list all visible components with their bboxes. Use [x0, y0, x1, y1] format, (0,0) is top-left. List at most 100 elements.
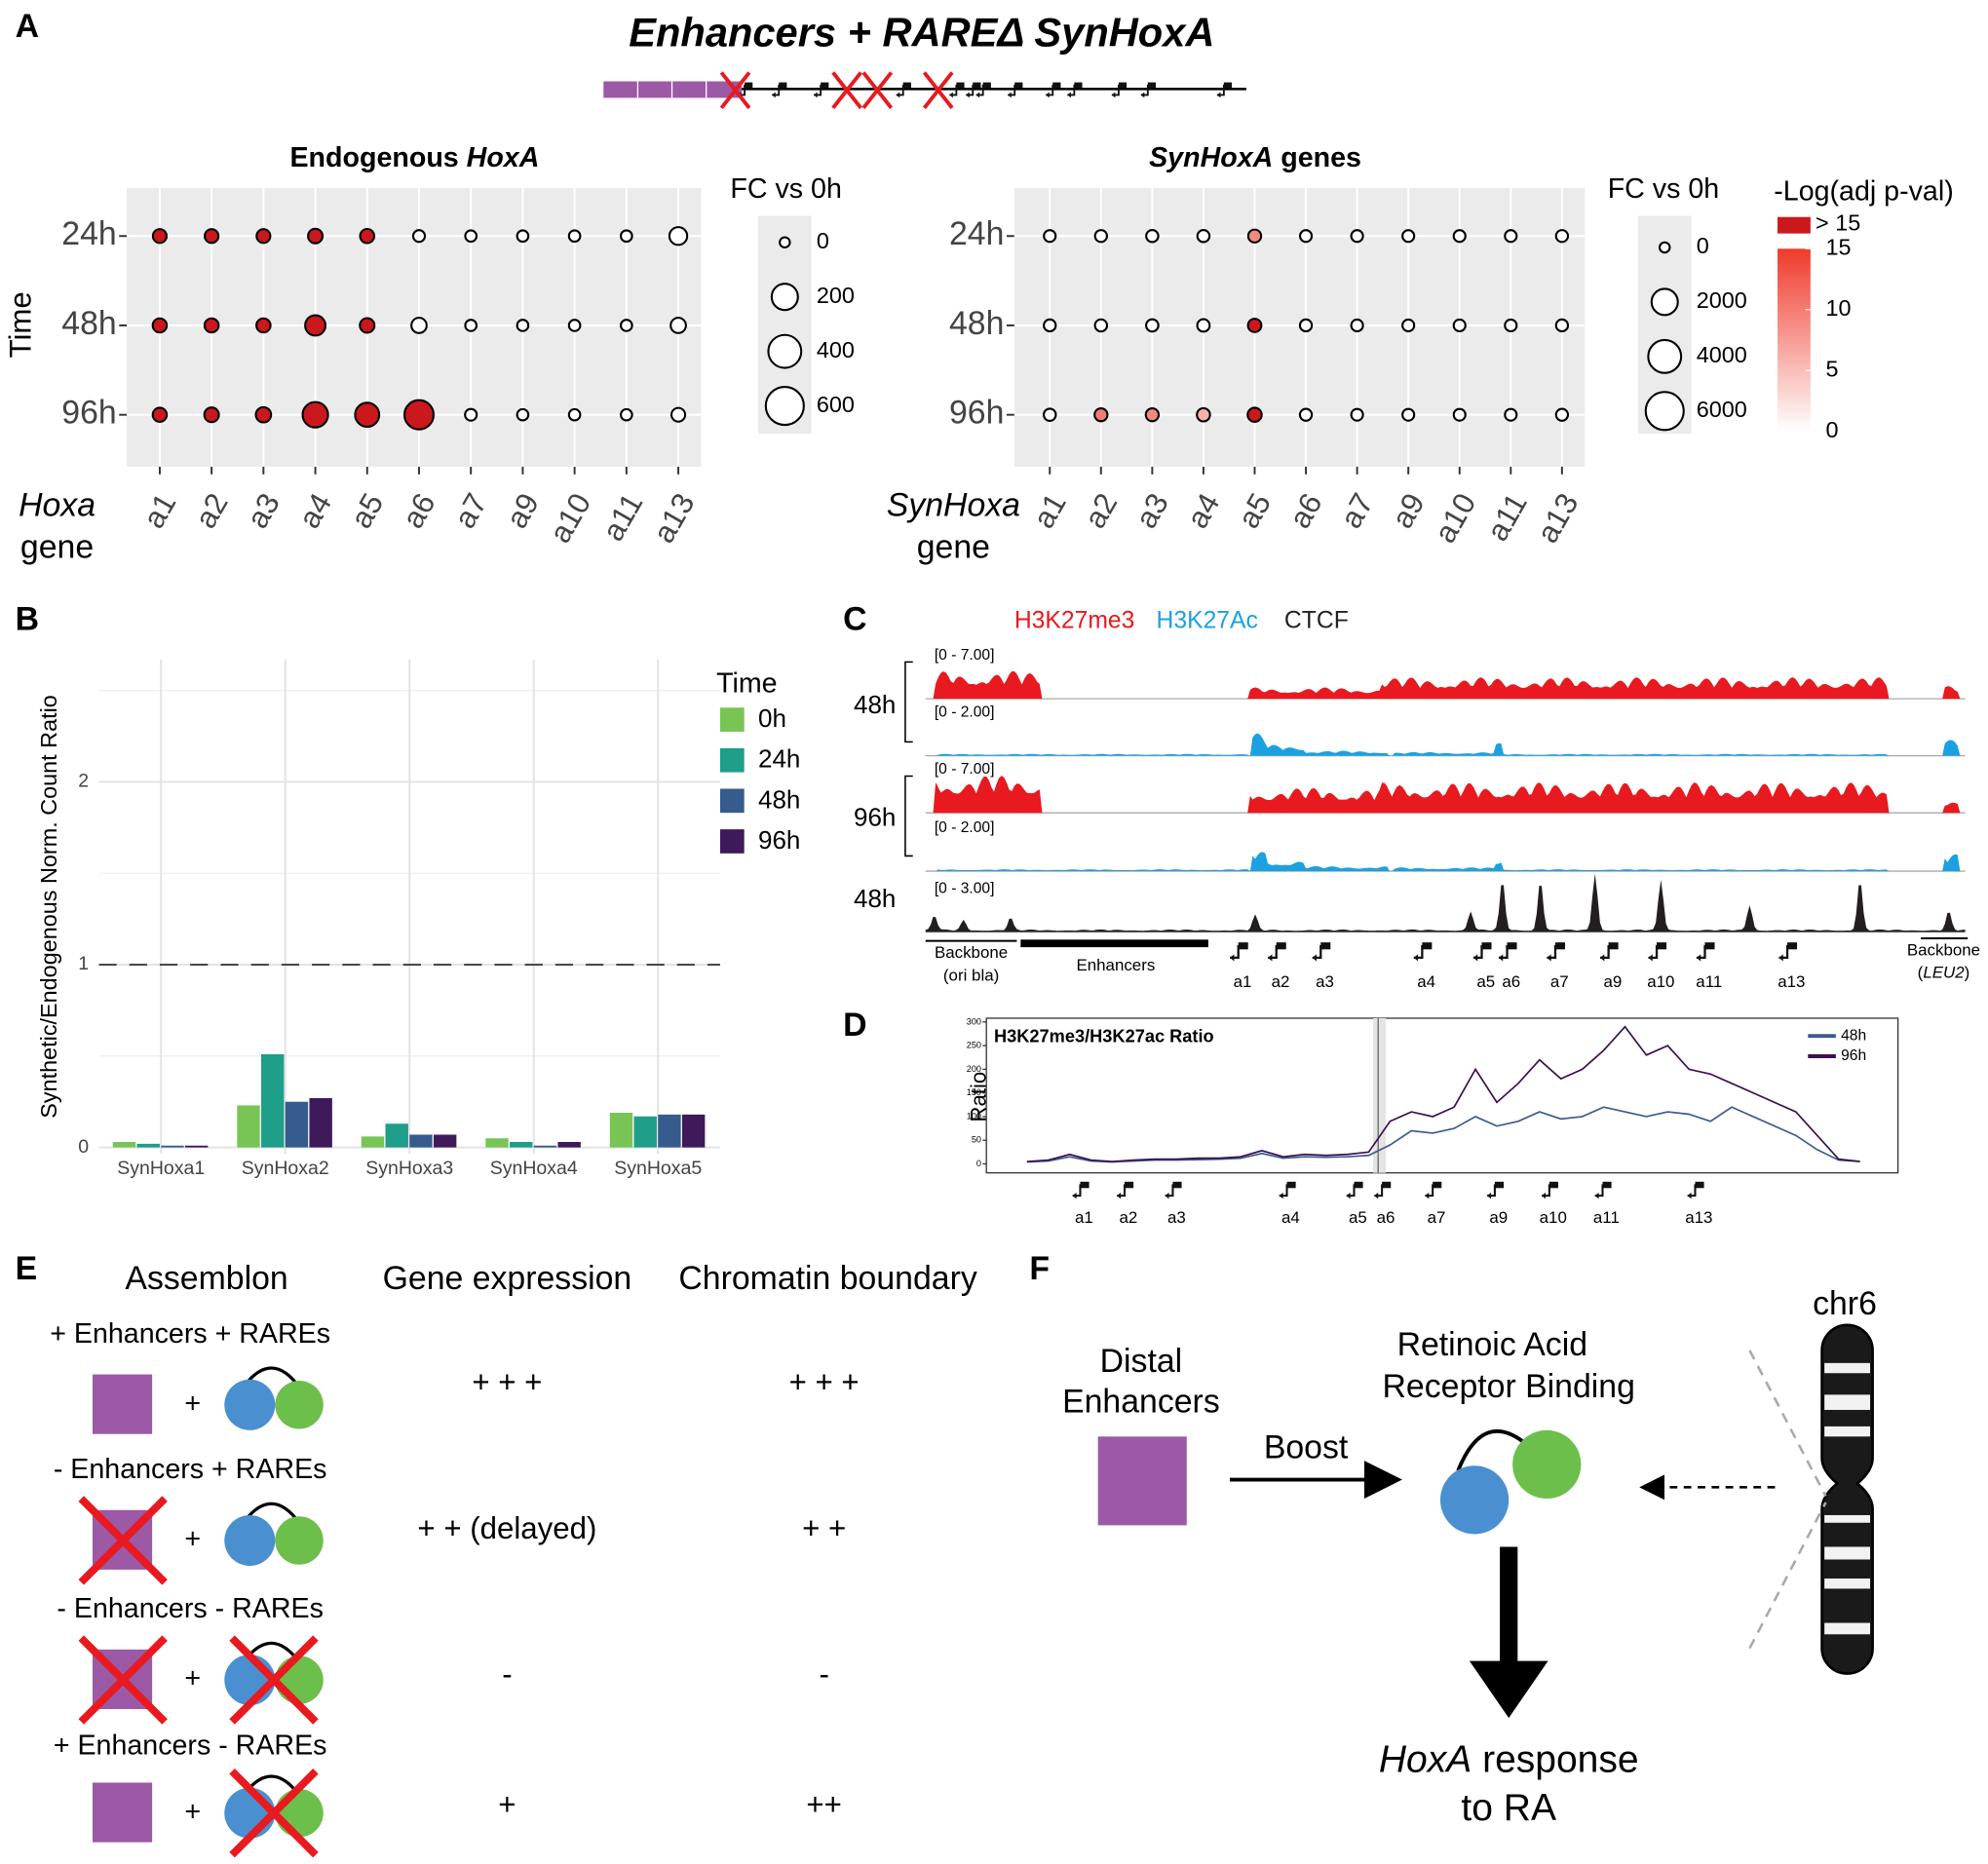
gene-label: a10 — [1647, 972, 1674, 991]
panel-label: B — [16, 601, 39, 638]
legend-label: 48h — [758, 784, 800, 814]
bar — [361, 1136, 385, 1148]
gene-glyph — [902, 82, 911, 89]
gene-glyph — [1695, 1181, 1704, 1189]
dot — [669, 317, 687, 334]
y-tick-label: 24h — [949, 215, 1004, 252]
dot — [567, 407, 582, 422]
gene-arrow-head — [1312, 954, 1317, 962]
dot — [464, 229, 478, 244]
gene-arrow-head — [966, 92, 970, 98]
legend-label: 15 — [1825, 234, 1851, 259]
gene-label: a2 — [1272, 972, 1290, 991]
row-label: + Enhancers + RAREs — [50, 1318, 330, 1350]
dot — [1196, 228, 1211, 244]
dot — [1504, 229, 1518, 244]
chromosome-band — [1824, 1426, 1871, 1437]
dot — [1452, 407, 1467, 422]
gene-glyph — [1125, 1181, 1134, 1189]
legend-swatch — [719, 829, 745, 854]
track-range: [0 - 7.00] — [935, 647, 995, 664]
chromosome — [1820, 1323, 1874, 1675]
panel-label: A — [16, 8, 39, 45]
zoom-line — [1748, 1350, 1827, 1498]
dot — [668, 226, 689, 247]
diagram-label: Distal — [1100, 1343, 1183, 1380]
dot — [567, 229, 582, 244]
dot — [1554, 407, 1570, 422]
bar — [510, 1141, 533, 1148]
gene-label: a1 — [1075, 1208, 1093, 1227]
gene-arrow-head — [896, 92, 900, 98]
gene-glyph — [745, 82, 753, 89]
panel-label: D — [843, 1007, 866, 1044]
gene-arrow-head — [1374, 1192, 1379, 1199]
gene-arrow-head — [1346, 1192, 1351, 1199]
gene-glyph — [973, 82, 981, 89]
gene-label: a6 — [1377, 1208, 1395, 1227]
dot — [1043, 229, 1057, 244]
delete-x — [922, 71, 954, 110]
gene-glyph — [1704, 942, 1715, 950]
rare-icon — [275, 1516, 324, 1565]
rare-link — [1456, 1428, 1529, 1472]
y-tick-label: 24h — [61, 215, 116, 252]
dot — [204, 228, 220, 245]
chart-title: SynHoxA genes — [1149, 141, 1361, 172]
dot — [1350, 318, 1364, 333]
y-axis-label: Synthetic/Endogenous Norm. Count Ratio — [36, 695, 61, 1119]
boundary: ++ — [806, 1787, 841, 1821]
gene-glyph — [1602, 1181, 1612, 1189]
x-axis-label-part: gene — [20, 529, 94, 566]
gene-glyph — [1354, 1181, 1363, 1189]
gene-arrow-head — [1165, 1192, 1169, 1199]
legend-title: -Log(adj p-val) — [1774, 176, 1953, 208]
gene-glyph — [982, 82, 991, 89]
y-tick-label: 150 — [967, 1087, 981, 1097]
bar — [112, 1141, 136, 1148]
legend-swatch — [719, 707, 745, 732]
dot — [411, 229, 427, 244]
x-tick-label: a9 — [1385, 487, 1432, 534]
gene-glyph — [1080, 1181, 1090, 1189]
y-tick-label: 0 — [976, 1159, 981, 1168]
legend-label: 2000 — [1697, 287, 1747, 313]
y-tick-label: 96h — [61, 395, 116, 432]
x-axis-label: SynHoxa — [887, 487, 1020, 524]
bar — [161, 1145, 184, 1148]
dot — [620, 407, 633, 422]
response-arrow — [1469, 1546, 1548, 1719]
gene-glyph — [1320, 942, 1331, 950]
dot — [1145, 318, 1160, 333]
track-legend: H3K27Ac — [1157, 607, 1258, 633]
dot — [1554, 318, 1570, 333]
rare-icon — [275, 1381, 324, 1429]
dot — [1093, 229, 1108, 244]
y-tick-label: 48h — [61, 305, 116, 342]
annotation: (ori bla) — [943, 967, 999, 985]
track-time-label: 96h — [854, 803, 896, 832]
diagram-label: Boost — [1264, 1428, 1349, 1465]
dot — [1401, 318, 1416, 333]
legend-title: Time — [716, 667, 778, 699]
gene-arrow-head — [975, 92, 980, 98]
dot — [516, 407, 530, 422]
gene-glyph — [1494, 1181, 1505, 1189]
enhancer-icon — [1097, 1436, 1187, 1526]
chromosome-band — [1824, 1622, 1871, 1635]
x-tick-label: a1 — [1026, 487, 1073, 534]
gene-arrow-head — [1498, 954, 1504, 962]
x-tick-label: a7 — [1334, 487, 1381, 534]
dot — [1401, 407, 1416, 422]
chromosome-band — [1824, 1546, 1871, 1560]
dot — [464, 319, 478, 332]
legend-swatch — [719, 788, 745, 814]
x-tick-label: SynHoxa2 — [242, 1158, 329, 1179]
dot — [567, 319, 582, 332]
table-header: Gene expression — [383, 1260, 632, 1297]
dot — [151, 406, 169, 423]
gene-arrow-head — [772, 92, 776, 98]
dot — [1298, 407, 1314, 422]
legend-label: 48h — [1841, 1027, 1866, 1044]
legend-label: 0 — [1697, 233, 1709, 258]
